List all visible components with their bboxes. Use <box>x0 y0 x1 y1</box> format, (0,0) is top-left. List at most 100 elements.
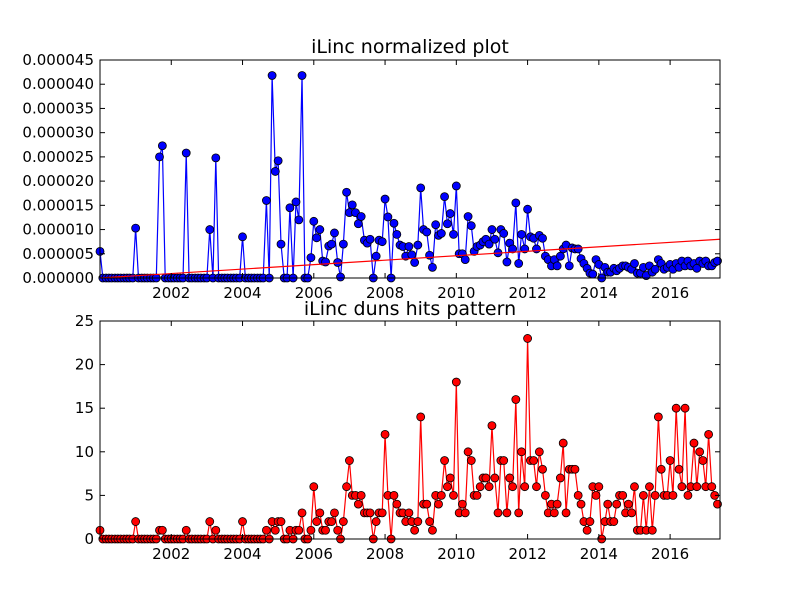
data-point <box>333 525 343 535</box>
data-point <box>205 225 215 234</box>
data-point <box>261 196 271 205</box>
data-point <box>671 403 681 413</box>
data-point <box>618 490 628 500</box>
data-point <box>624 499 633 509</box>
data-point <box>425 517 435 526</box>
data-point <box>564 261 574 271</box>
data-point <box>443 219 452 229</box>
data-point <box>434 499 443 509</box>
data-point <box>410 258 420 267</box>
data-point <box>291 197 301 207</box>
data-point <box>330 508 339 518</box>
data-point <box>181 525 191 535</box>
data-point <box>371 517 381 526</box>
data-point <box>511 395 521 404</box>
data-point <box>603 499 613 509</box>
data-point <box>436 229 446 238</box>
plot-title: iLinc duns hits pattern <box>304 298 516 320</box>
data-point <box>285 203 295 213</box>
data-point <box>576 499 586 509</box>
data-point <box>573 244 583 254</box>
x-tick-label: 2006 <box>295 545 333 563</box>
data-point <box>505 473 515 483</box>
data-point <box>466 221 476 231</box>
data-point <box>181 148 191 158</box>
data-point <box>538 464 547 474</box>
data-point <box>131 517 141 526</box>
y-tick-label: 0.000045 <box>22 51 94 69</box>
data-point <box>529 456 539 465</box>
data-point <box>552 261 562 271</box>
data-point <box>297 71 307 80</box>
x-tick-label: 2004 <box>223 545 261 563</box>
y-tick-label: 25 <box>75 312 94 330</box>
data-point <box>534 447 544 457</box>
data-point <box>645 482 654 492</box>
data-point <box>440 456 449 465</box>
data-point <box>267 71 277 80</box>
data-point <box>472 490 482 500</box>
data-point <box>451 377 461 387</box>
data-point <box>683 490 693 500</box>
data-point <box>555 473 565 483</box>
data-point <box>653 412 663 422</box>
data-point <box>523 204 532 214</box>
data-point <box>392 229 402 239</box>
data-point <box>650 264 660 274</box>
data-point <box>315 225 325 234</box>
data-point <box>674 464 684 474</box>
data-point <box>428 262 437 272</box>
data-point <box>365 508 375 518</box>
data-point <box>383 212 393 222</box>
data-point <box>338 517 348 526</box>
data-point <box>330 228 339 238</box>
data-point <box>416 183 426 193</box>
x-tick-label: 2002 <box>152 284 190 302</box>
data-point <box>211 153 221 163</box>
axis-ticks: 2002 2004 2006 2008 2010 2012 2014 2016 0 5 10 15 20… <box>75 312 720 563</box>
data-point <box>380 429 390 439</box>
data-point <box>490 473 500 483</box>
x-tick-label: 2004 <box>223 284 261 302</box>
data-point <box>677 482 687 492</box>
data-point <box>309 216 319 226</box>
data-point <box>270 525 280 535</box>
data-point <box>570 464 580 474</box>
data-point <box>451 181 461 191</box>
data-point <box>321 257 330 267</box>
data-point <box>698 456 708 465</box>
data-point <box>131 223 141 233</box>
data-point <box>312 233 322 243</box>
y-tick-label: 0.000035 <box>22 99 94 117</box>
data-point <box>463 212 473 221</box>
data-point <box>157 141 167 151</box>
data-point <box>463 447 473 457</box>
data-point <box>594 482 604 492</box>
data-point <box>377 508 387 518</box>
data-point <box>413 240 423 250</box>
plot-frame <box>99 59 721 279</box>
x-tick-label: 2016 <box>651 284 689 302</box>
y-tick-label: 0.000030 <box>22 124 94 142</box>
data-point <box>484 482 494 492</box>
data-point <box>609 517 619 526</box>
x-tick-label: 2002 <box>152 545 190 563</box>
x-tick-label: 2006 <box>295 284 333 302</box>
data-point <box>511 198 521 208</box>
data-point <box>416 412 426 422</box>
data-point <box>449 229 458 239</box>
data-point <box>342 482 351 492</box>
data-point <box>345 456 354 465</box>
data-point <box>695 447 705 457</box>
data-point <box>487 225 497 234</box>
data-point <box>585 517 595 526</box>
data-point <box>238 232 247 242</box>
data-point <box>276 239 286 249</box>
data-point <box>514 508 524 518</box>
data-point <box>270 167 280 176</box>
data-point <box>517 229 526 239</box>
data-point <box>365 234 375 244</box>
data-point <box>413 517 423 526</box>
data-point <box>445 473 455 483</box>
data-point <box>327 239 337 249</box>
